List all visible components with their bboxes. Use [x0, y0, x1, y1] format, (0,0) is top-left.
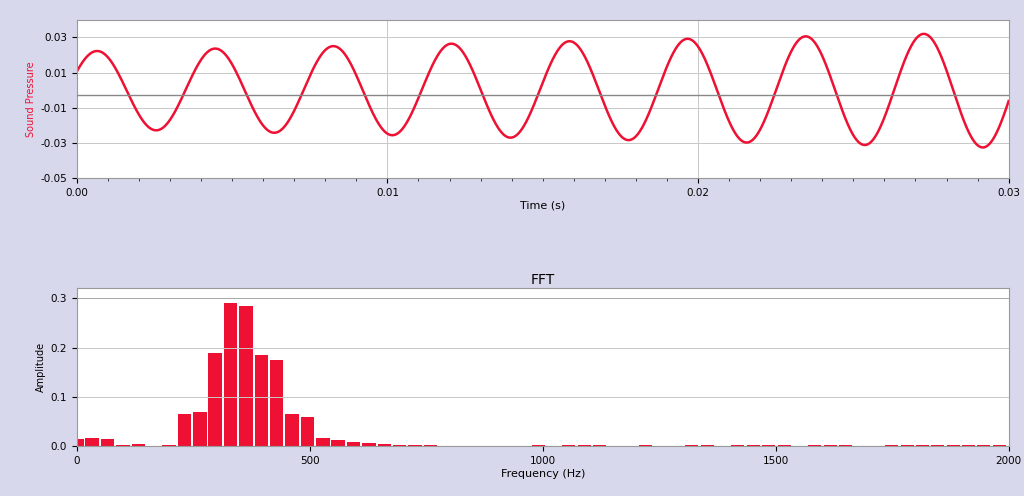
Bar	[270, 360, 284, 446]
Title: FFT: FFT	[530, 273, 555, 287]
Bar	[808, 445, 821, 446]
Bar	[885, 445, 898, 446]
Bar	[639, 445, 652, 446]
Bar	[286, 414, 299, 446]
Bar	[946, 445, 959, 446]
Bar	[424, 445, 437, 446]
Bar	[240, 306, 253, 446]
Bar	[301, 417, 314, 446]
Bar	[409, 445, 422, 446]
Bar	[100, 439, 115, 446]
Bar	[839, 445, 852, 446]
Bar	[316, 437, 330, 446]
Bar	[255, 355, 268, 446]
Bar	[685, 445, 698, 446]
X-axis label: Time (s): Time (s)	[520, 200, 565, 210]
Y-axis label: Amplitude: Amplitude	[37, 342, 46, 392]
Bar	[393, 445, 407, 446]
Bar	[777, 445, 791, 446]
Bar	[362, 443, 376, 446]
Bar	[700, 445, 714, 446]
Bar	[194, 412, 207, 446]
Bar	[900, 445, 913, 446]
Y-axis label: Sound Pressure: Sound Pressure	[27, 61, 36, 136]
Bar	[224, 303, 238, 446]
Bar	[531, 445, 545, 446]
Bar	[162, 445, 176, 446]
Bar	[332, 440, 345, 446]
Bar	[116, 445, 130, 446]
Bar	[731, 445, 744, 446]
Bar	[746, 445, 760, 446]
Bar	[869, 445, 883, 446]
Bar	[209, 353, 222, 446]
Bar	[915, 445, 929, 446]
Bar	[70, 439, 84, 446]
Bar	[823, 445, 837, 446]
Bar	[178, 414, 191, 446]
Bar	[978, 445, 990, 446]
Bar	[593, 445, 606, 446]
Bar	[931, 445, 944, 446]
Bar	[562, 445, 575, 446]
Bar	[993, 445, 1006, 446]
Bar	[347, 442, 360, 446]
Bar	[131, 444, 145, 446]
Bar	[85, 437, 99, 446]
Bar	[793, 445, 806, 446]
Bar	[578, 445, 591, 446]
Bar	[762, 445, 775, 446]
X-axis label: Frequency (Hz): Frequency (Hz)	[501, 469, 585, 479]
Bar	[378, 444, 391, 446]
Bar	[963, 445, 975, 446]
